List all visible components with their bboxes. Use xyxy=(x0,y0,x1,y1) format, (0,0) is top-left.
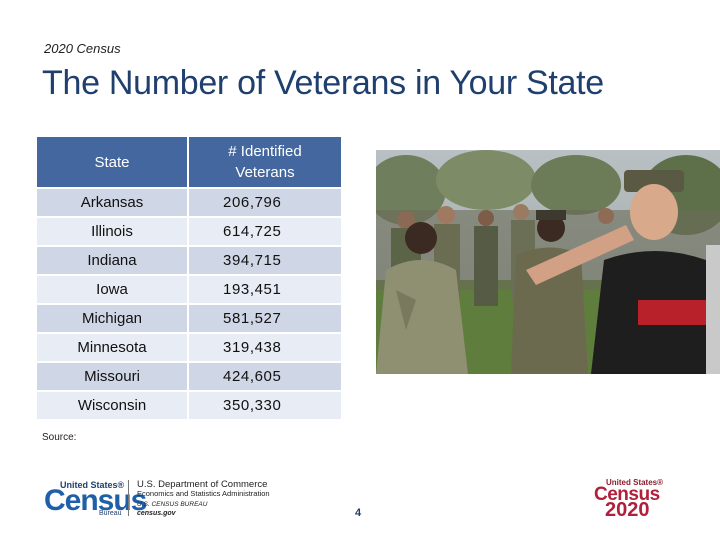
dept-line-2: Economics and Statistics Administration xyxy=(137,489,270,498)
veterans-cell: 350,330 xyxy=(187,390,341,419)
state-cell: Wisconsin xyxy=(37,390,187,419)
state-cell: Indiana xyxy=(37,245,187,274)
veterans-cell: 424,605 xyxy=(187,361,341,390)
table-row: Indiana 394,715 xyxy=(37,245,341,274)
table-header-row: State # Identified Veterans xyxy=(37,137,341,187)
state-cell: Iowa xyxy=(37,274,187,303)
header-subtitle: 2020 Census xyxy=(44,41,121,56)
logo-bureau-text: Bureau xyxy=(99,510,122,517)
logo-2020-year-text: 2020 xyxy=(605,499,650,521)
table-row: Iowa 193,451 xyxy=(37,274,341,303)
veterans-cell: 206,796 xyxy=(187,187,341,216)
logo-2020-census-text: Census xyxy=(594,484,660,505)
column-header-veterans-label: # Identified Veterans xyxy=(228,143,302,181)
department-text: U.S. Department of Commerce Economics an… xyxy=(137,480,270,518)
state-cell: Missouri xyxy=(37,361,187,390)
table-row: Arkansas 206,796 xyxy=(37,187,341,216)
logo-census-text: Census xyxy=(44,484,147,517)
source-label: Source: xyxy=(42,432,77,443)
page-title: The Number of Veterans in Your State xyxy=(42,64,604,102)
logo-2020-united-states-text: United States® xyxy=(606,478,664,487)
table-row: Illinois 614,725 xyxy=(37,216,341,245)
state-cell: Illinois xyxy=(37,216,187,245)
column-header-state: State xyxy=(37,137,187,187)
column-header-veterans: # Identified Veterans xyxy=(187,137,341,187)
logo-divider xyxy=(128,480,129,516)
veterans-cell: 193,451 xyxy=(187,274,341,303)
page-number: 4 xyxy=(355,507,362,519)
dept-line-1: U.S. Department of Commerce xyxy=(137,479,268,490)
table-row: Missouri 424,605 xyxy=(37,361,341,390)
dept-line-3: U.S. CENSUS BUREAU xyxy=(137,501,208,508)
logo-united-states-text: United States® xyxy=(60,480,125,490)
veterans-cell: 614,725 xyxy=(187,216,341,245)
table-row: Michigan 581,527 xyxy=(37,303,341,332)
veterans-saluting-photo xyxy=(376,150,720,374)
state-cell: Arkansas xyxy=(37,187,187,216)
veterans-cell: 394,715 xyxy=(187,245,341,274)
census-2020-logo: United States® Census 2020 xyxy=(590,478,670,526)
table-row: Wisconsin 350,330 xyxy=(37,390,341,419)
state-cell: Minnesota xyxy=(37,332,187,361)
table-row: Minnesota 319,438 xyxy=(37,332,341,361)
veterans-table: State # Identified Veterans Arkansas 206… xyxy=(37,137,341,419)
state-cell: Michigan xyxy=(37,303,187,332)
census-bureau-logo: United States® Census Bureau U.S. Depart… xyxy=(42,480,282,520)
dept-line-4: census.gov xyxy=(137,510,176,517)
veterans-cell: 319,438 xyxy=(187,332,341,361)
veterans-cell: 581,527 xyxy=(187,303,341,332)
